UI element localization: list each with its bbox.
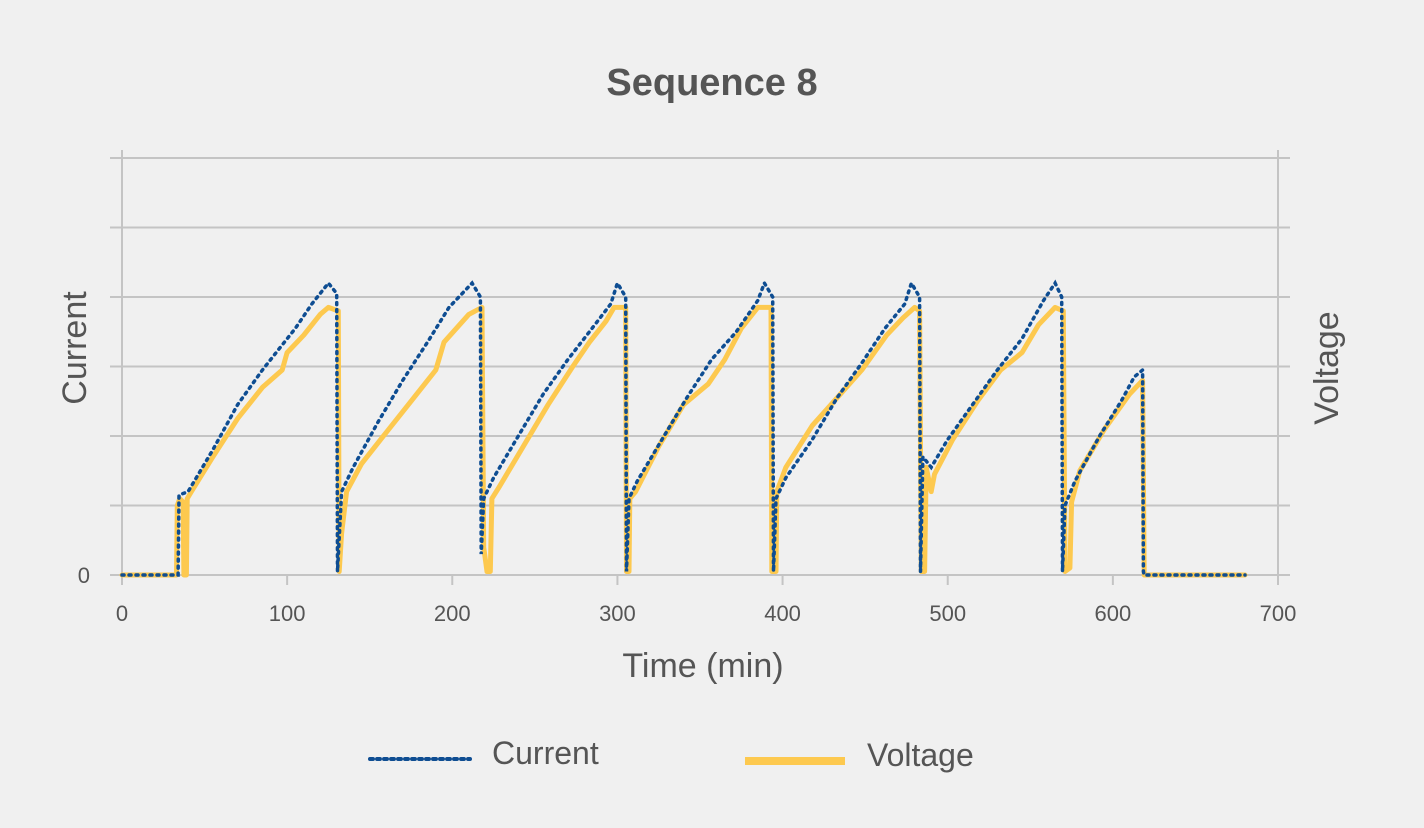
grid-layer bbox=[110, 157, 1290, 576]
x-axis-label: Time (min) bbox=[622, 647, 783, 685]
y-tick-label-0: 0 bbox=[78, 563, 90, 588]
x-tick-label-0: 0 bbox=[116, 601, 128, 626]
chart-title: Sequence 8 bbox=[606, 62, 817, 104]
x-tick-label-600: 600 bbox=[1094, 601, 1131, 626]
y2-axis-label: Voltage bbox=[1308, 311, 1346, 424]
legend-voltage-label: Voltage bbox=[867, 737, 974, 773]
axis-layer: 0 100 200 300 400 500 600 700 0 bbox=[78, 150, 1297, 626]
x-tick-label-700: 700 bbox=[1260, 601, 1297, 626]
x-tick-label-400: 400 bbox=[764, 601, 801, 626]
series-layer bbox=[119, 278, 1248, 578]
legend: Current Voltage bbox=[368, 735, 974, 773]
series-line-current bbox=[120, 278, 1247, 577]
legend-current-label: Current bbox=[492, 735, 599, 771]
series-line-voltage bbox=[119, 304, 1248, 578]
x-tick-label-300: 300 bbox=[599, 601, 636, 626]
x-tick-label-200: 200 bbox=[434, 601, 471, 626]
y-axis-label: Current bbox=[56, 291, 94, 405]
x-tick-label-500: 500 bbox=[929, 601, 966, 626]
x-tick-label-100: 100 bbox=[269, 601, 306, 626]
